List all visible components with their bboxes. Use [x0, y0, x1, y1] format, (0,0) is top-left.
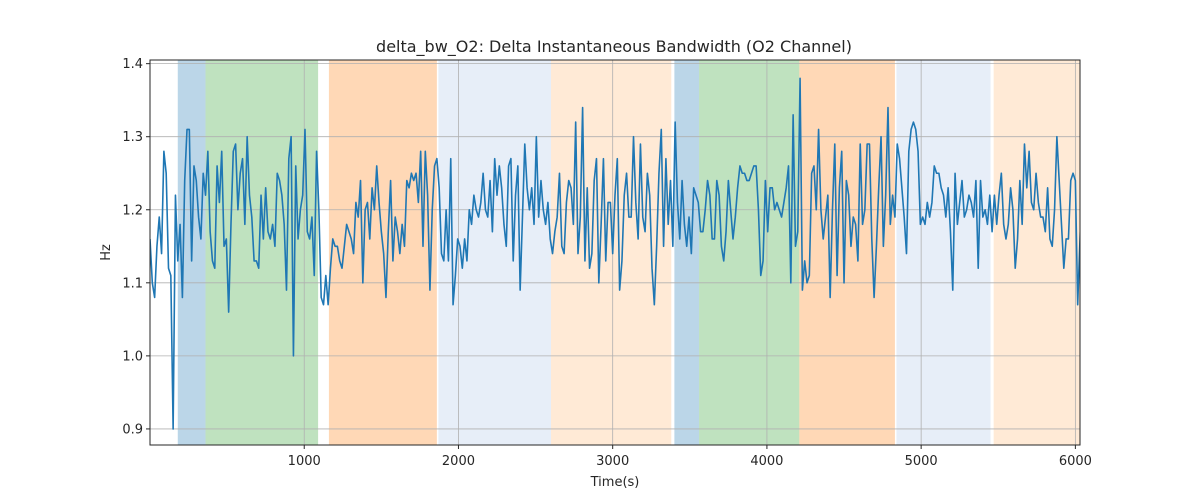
y-tick-label-2: 1.0 [122, 349, 143, 364]
y-tick-label-6: 1.4 [122, 57, 143, 72]
shaded-region-6 [674, 60, 700, 445]
chart-title: delta_bw_O2: Delta Instantaneous Bandwid… [376, 37, 852, 57]
y-tick-label-4: 1.2 [122, 203, 143, 218]
shaded-region-10 [993, 60, 1080, 445]
series-group [150, 77, 1080, 430]
x-tick-label-3: 3000 [596, 454, 629, 469]
y-tick-label-5: 1.3 [122, 130, 143, 145]
x-tick-label-2: 2000 [442, 454, 475, 469]
y-tick-label-3: 1.1 [122, 276, 143, 291]
plot-frame [149, 59, 1081, 446]
x-tick-label-6: 6000 [1059, 454, 1092, 469]
shaded-region-4 [438, 60, 551, 445]
shaded-region-5 [550, 60, 672, 445]
x-axis-ticks: 1000 2000 3000 4000 5000 6000 [288, 445, 1092, 469]
y-tick-label-1: 0.9 [122, 422, 143, 437]
grid-lines [150, 60, 1080, 445]
shaded-region-7 [699, 60, 800, 445]
shaded-region-9 [896, 60, 991, 445]
x-tick-label-5: 5000 [905, 454, 938, 469]
y-axis-label: Hz [99, 244, 114, 261]
shaded-region-2 [205, 60, 319, 445]
x-axis-label: Time(s) [590, 475, 640, 490]
shaded-region-8 [799, 60, 895, 445]
y-axis-ticks: 0.9 1.0 1.1 1.2 1.3 1.4 [122, 57, 150, 437]
x-tick-label-1: 1000 [288, 454, 321, 469]
series-line-1 [150, 77, 1080, 430]
x-tick-label-4: 4000 [750, 454, 783, 469]
